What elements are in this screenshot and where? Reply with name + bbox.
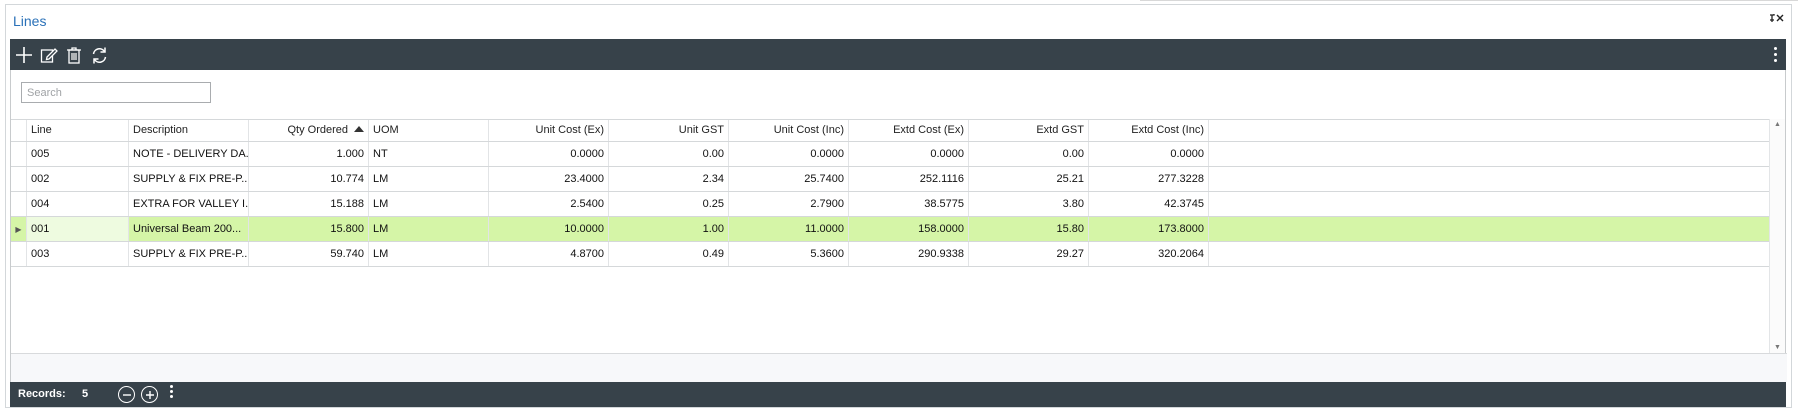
table-row[interactable]: 003 SUPPLY & FIX PRE-P... 59.740 LM 4.8700 0.… [11, 242, 1773, 267]
sort-ascending-icon [354, 126, 364, 132]
cell-unit-gst[interactable]: 1.00 [609, 217, 729, 241]
table-row[interactable]: 005 NOTE - DELIVERY DA... 1.000 NT 0.0000 0.0… [11, 142, 1773, 167]
cell-unit-gst[interactable]: 0.00 [609, 142, 729, 166]
column-header-unit-cost-ex[interactable]: Unit Cost (Ex) [489, 120, 609, 141]
row-indicator-header [11, 120, 27, 141]
more-vertical-icon[interactable] [1770, 43, 1780, 65]
cell-uom[interactable]: LM [369, 192, 489, 216]
records-count: 5 [82, 388, 89, 400]
vertical-scrollbar[interactable]: ▲ ▼ [1769, 119, 1785, 353]
panel-title: Lines [13, 13, 47, 29]
cell-qty[interactable]: 59.740 [249, 242, 369, 266]
table-row[interactable]: 004 EXTRA FOR VALLEY I... 15.188 LM 2.5400 0.… [11, 192, 1773, 217]
column-header-extd-gst[interactable]: Extd GST [969, 120, 1089, 141]
lines-panel: Lines [5, 4, 1792, 408]
cell-unit-inc[interactable]: 25.7400 [729, 167, 849, 191]
scroll-down-icon[interactable]: ▼ [1774, 344, 1781, 351]
cell-line[interactable]: 005 [27, 142, 129, 166]
cell-extd-gst[interactable]: 29.27 [969, 242, 1089, 266]
cell-extd-ex[interactable]: 38.5775 [849, 192, 969, 216]
cell-unit-gst[interactable]: 2.34 [609, 167, 729, 191]
cell-extd-inc[interactable]: 0.0000 [1089, 142, 1209, 166]
cell-line[interactable]: 002 [27, 167, 129, 191]
cell-line[interactable]: 003 [27, 242, 129, 266]
column-header-extd-cost-inc[interactable]: Extd Cost (Inc) [1089, 120, 1209, 141]
cell-line[interactable]: 001 [27, 217, 129, 241]
cell-uom[interactable]: NT [369, 142, 489, 166]
cell-unit-inc[interactable]: 0.0000 [729, 142, 849, 166]
grid-footer [11, 353, 1787, 382]
top-edge-line [1140, 0, 1798, 1]
cell-extd-ex[interactable]: 252.1116 [849, 167, 969, 191]
row-indicator[interactable] [11, 142, 27, 166]
column-header-description[interactable]: Description [129, 120, 249, 141]
column-header-uom[interactable]: UOM [369, 120, 489, 141]
cell-uom[interactable]: LM [369, 242, 489, 266]
table-row[interactable]: 002 SUPPLY & FIX PRE-P... 10.774 LM 23.4000 2… [11, 167, 1773, 192]
add-icon[interactable] [13, 44, 35, 66]
cell-unit-inc[interactable]: 5.3600 [729, 242, 849, 266]
cell-uom[interactable]: LM [369, 217, 489, 241]
cell-unit-ex[interactable]: 10.0000 [489, 217, 609, 241]
grid-content: Line Description Qty Ordered UOM Unit Co… [10, 70, 1787, 382]
cell-description[interactable]: Universal Beam 200... [129, 217, 249, 241]
cell-unit-ex[interactable]: 2.5400 [489, 192, 609, 216]
cell-extd-gst[interactable]: 3.80 [969, 192, 1089, 216]
expand-plus-icon[interactable] [141, 386, 158, 403]
collapse-minus-icon[interactable] [118, 386, 135, 403]
cell-extd-inc[interactable]: 277.3228 [1089, 167, 1209, 191]
cell-description[interactable]: EXTRA FOR VALLEY I... [129, 192, 249, 216]
cell-extd-inc[interactable]: 320.2064 [1089, 242, 1209, 266]
edit-icon[interactable] [38, 44, 60, 66]
status-more-icon[interactable] [170, 385, 173, 398]
row-indicator[interactable] [11, 167, 27, 191]
cell-qty[interactable]: 15.800 [249, 217, 369, 241]
cell-extd-gst[interactable]: 15.80 [969, 217, 1089, 241]
cell-line[interactable]: 004 [27, 192, 129, 216]
cell-uom[interactable]: LM [369, 167, 489, 191]
column-header-extd-cost-ex[interactable]: Extd Cost (Ex) [849, 120, 969, 141]
search-input[interactable] [21, 82, 211, 103]
table-row[interactable]: ▶ 001 Universal Beam 200... 15.800 LM 10.0000… [11, 217, 1773, 242]
status-bar: Records: 5 [10, 382, 1786, 407]
cell-extd-inc[interactable]: 173.8000 [1089, 217, 1209, 241]
column-header-unit-gst[interactable]: Unit GST [609, 120, 729, 141]
cell-qty[interactable]: 1.000 [249, 142, 369, 166]
cell-extd-ex[interactable]: 0.0000 [849, 142, 969, 166]
row-indicator[interactable] [11, 192, 27, 216]
cell-extd-inc[interactable]: 42.3745 [1089, 192, 1209, 216]
current-row-arrow-icon[interactable]: ▶ [11, 217, 27, 241]
column-header-line[interactable]: Line [27, 120, 129, 141]
cell-extd-gst[interactable]: 0.00 [969, 142, 1089, 166]
grid-toolbar [10, 39, 1786, 70]
cell-description[interactable]: NOTE - DELIVERY DA... [129, 142, 249, 166]
row-indicator[interactable] [11, 242, 27, 266]
grid-header: Line Description Qty Ordered UOM Unit Co… [11, 120, 1773, 142]
cell-extd-gst[interactable]: 25.21 [969, 167, 1089, 191]
cell-unit-gst[interactable]: 0.49 [609, 242, 729, 266]
pin-close-icon[interactable] [1769, 13, 1785, 26]
cell-description[interactable]: SUPPLY & FIX PRE-P... [129, 167, 249, 191]
scroll-up-icon[interactable]: ▲ [1774, 121, 1781, 128]
column-header-unit-cost-inc[interactable]: Unit Cost (Inc) [729, 120, 849, 141]
cell-unit-ex[interactable]: 4.8700 [489, 242, 609, 266]
cell-description[interactable]: SUPPLY & FIX PRE-P... [129, 242, 249, 266]
cell-unit-ex[interactable]: 23.4000 [489, 167, 609, 191]
delete-icon[interactable] [63, 44, 85, 66]
cell-qty[interactable]: 10.774 [249, 167, 369, 191]
cell-extd-ex[interactable]: 290.9338 [849, 242, 969, 266]
lines-grid: Line Description Qty Ordered UOM Unit Co… [11, 119, 1773, 353]
cell-unit-gst[interactable]: 0.25 [609, 192, 729, 216]
refresh-icon[interactable] [88, 44, 110, 66]
cell-qty[interactable]: 15.188 [249, 192, 369, 216]
cell-unit-inc[interactable]: 2.7900 [729, 192, 849, 216]
column-header-qty-ordered[interactable]: Qty Ordered [249, 120, 369, 141]
cell-unit-inc[interactable]: 11.0000 [729, 217, 849, 241]
records-label: Records: [18, 388, 66, 400]
cell-unit-ex[interactable]: 0.0000 [489, 142, 609, 166]
cell-extd-ex[interactable]: 158.0000 [849, 217, 969, 241]
